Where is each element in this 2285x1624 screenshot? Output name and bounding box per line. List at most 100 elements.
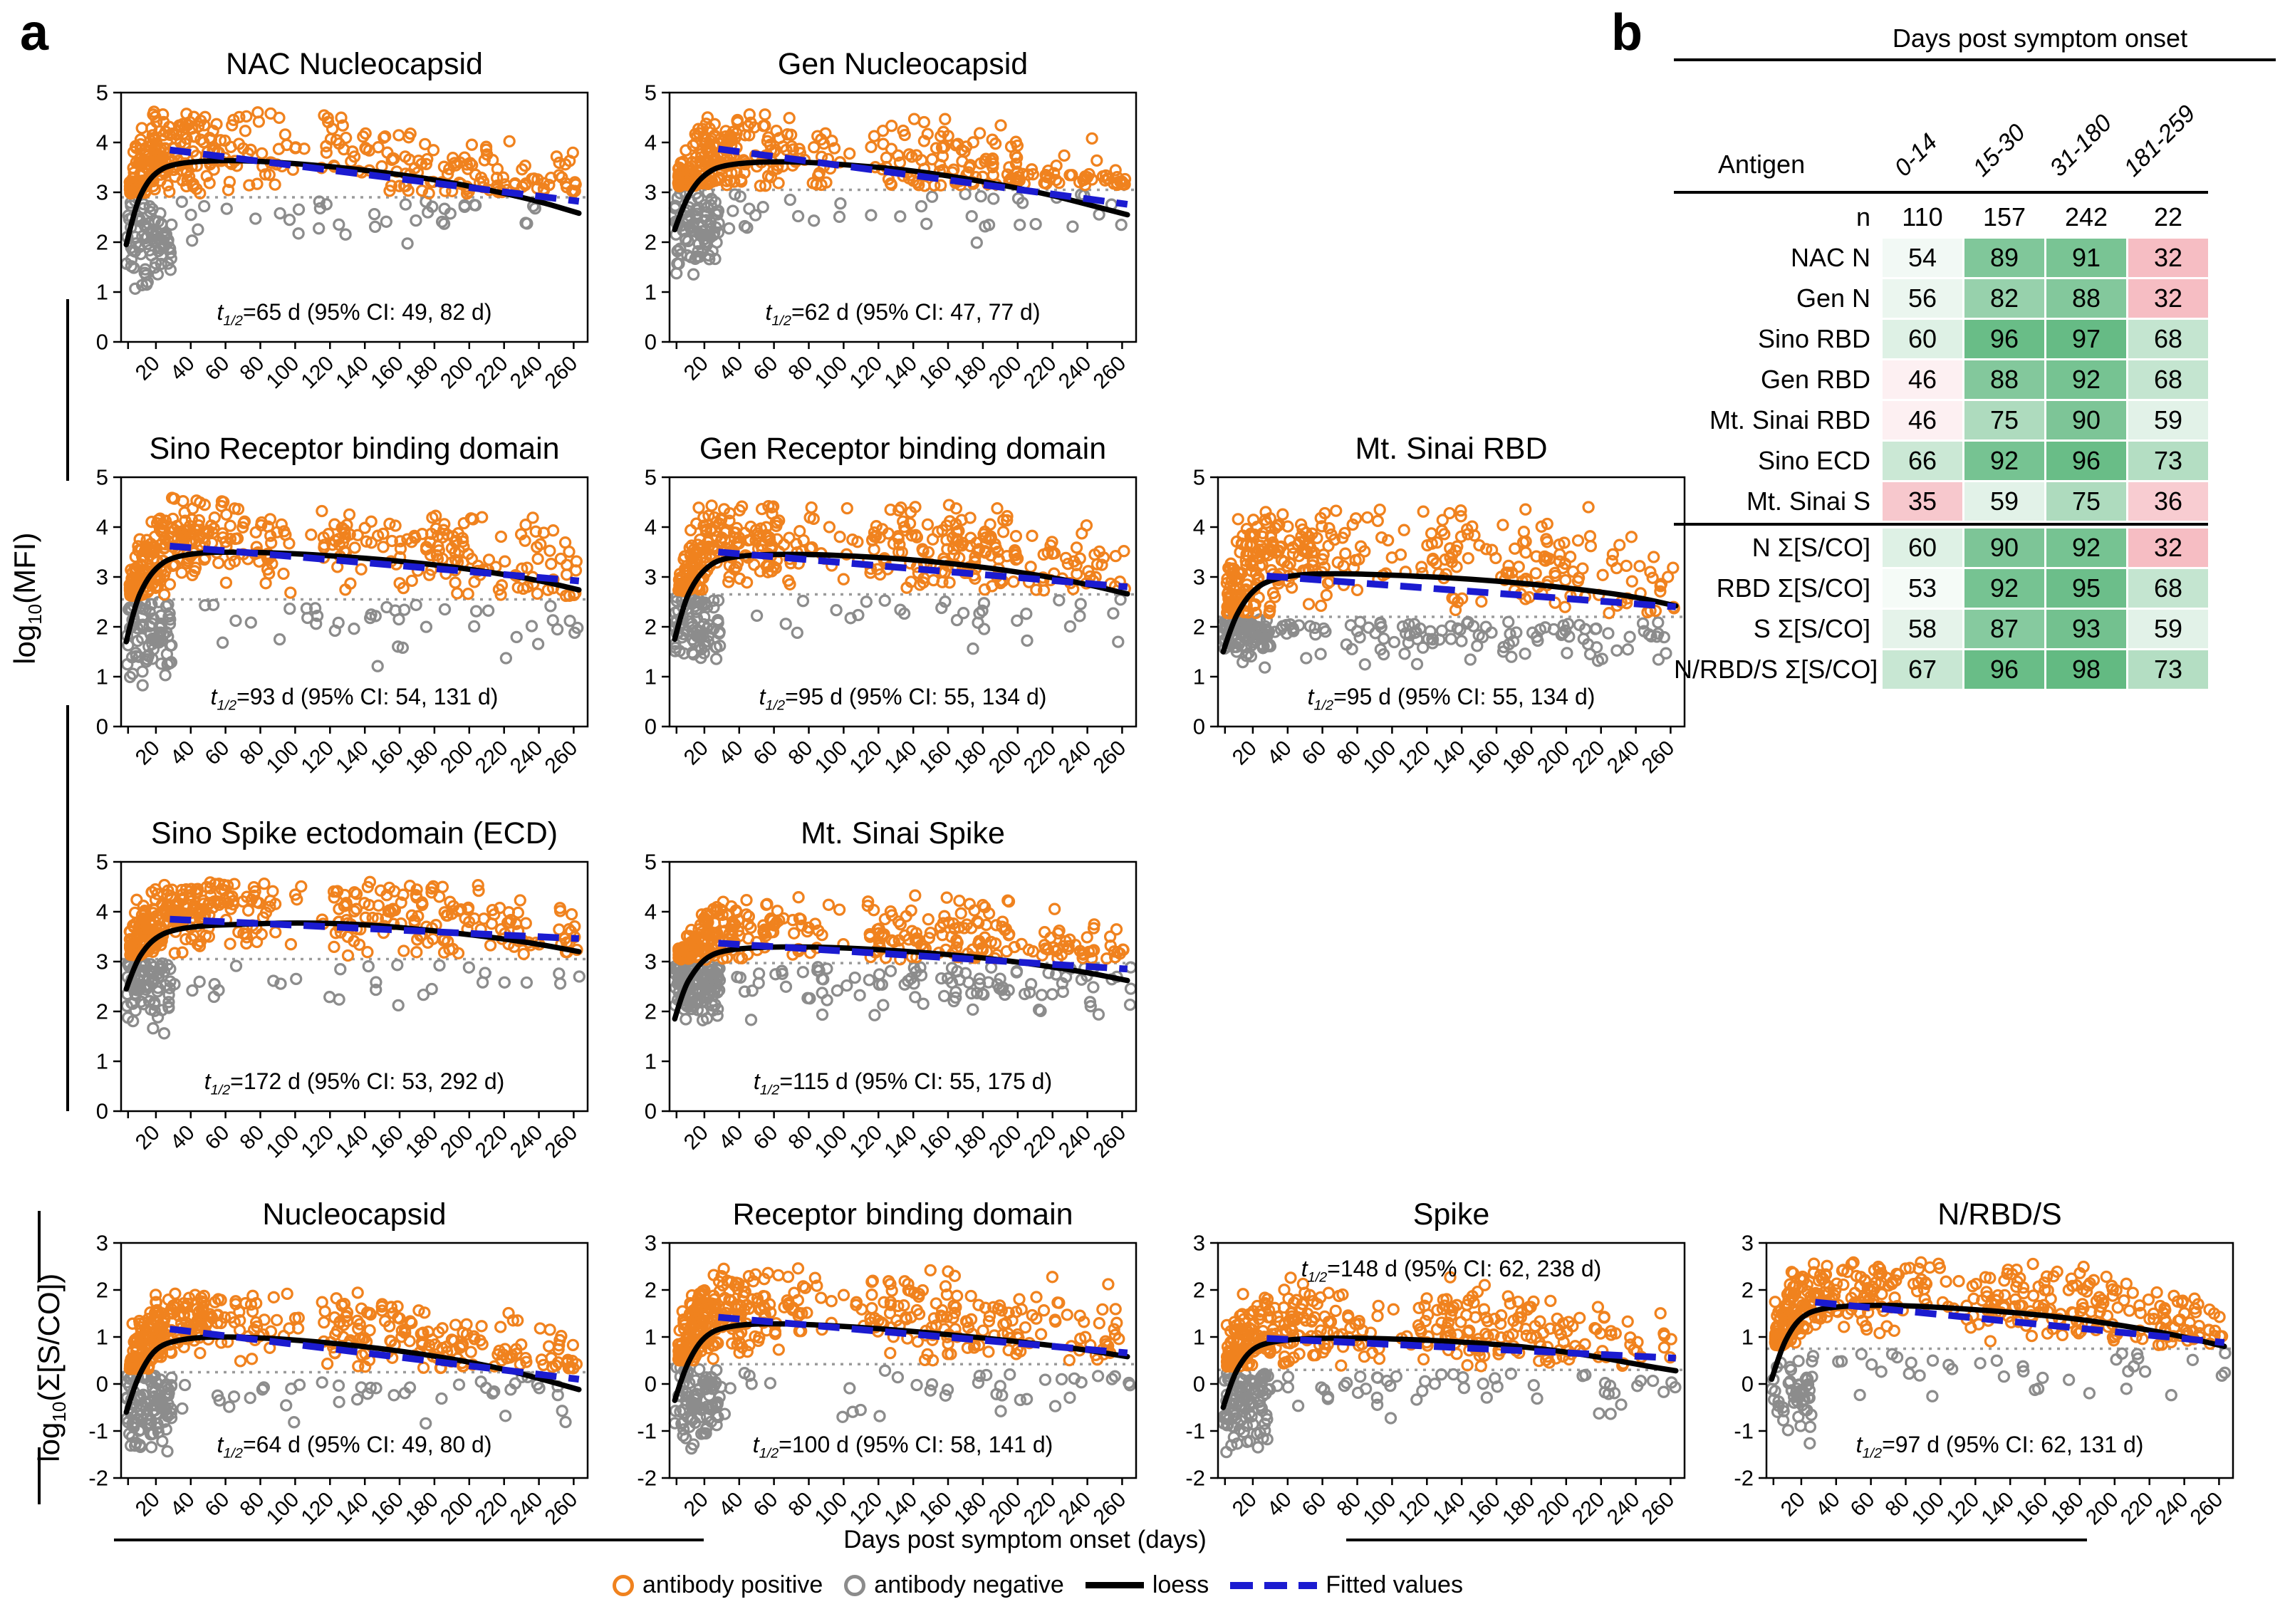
table-cell: 92 — [1964, 442, 2044, 480]
table-row-label: S Σ[S/CO] — [1753, 614, 1870, 643]
x-axis-rule-left — [114, 1539, 704, 1541]
plot-title: N/RBD/S — [1937, 1197, 2062, 1232]
svg-text:0: 0 — [96, 330, 108, 355]
table-body: n 110 157 242 22 NAC N 54 89 91 32 Gen N 56 82 88 32 Si… — [1674, 198, 2276, 689]
svg-text:3: 3 — [1193, 565, 1205, 590]
svg-text:20: 20 — [680, 1121, 713, 1155]
svg-text:140: 140 — [331, 352, 373, 394]
svg-text:240: 240 — [1054, 352, 1096, 394]
plot-nac-nucleocapsid: NAC Nucleocapsid 0 1 2 3 4 5 20 40 60 80 100 120 140… — [53, 44, 616, 417]
svg-text:80: 80 — [236, 1121, 269, 1155]
plot-title: Gen Receptor binding domain — [699, 432, 1107, 466]
ylabel-mfi-sub: 10 — [24, 603, 46, 625]
table-cell: 90 — [2046, 401, 2126, 439]
svg-text:160: 160 — [915, 736, 957, 779]
svg-text:120: 120 — [845, 1121, 888, 1163]
table-row: Gen N 56 82 88 32 — [1674, 279, 2276, 318]
table-cell: 36 — [2128, 482, 2208, 521]
svg-text:260: 260 — [1638, 736, 1680, 779]
plot-title: Spike — [1412, 1197, 1490, 1232]
table-cell: 97 — [2046, 320, 2126, 358]
table-cell: 32 — [2128, 239, 2208, 277]
sino-rbd-chart: 0 1 2 3 4 5 20 40 60 8010012014016018020022024026… — [96, 469, 589, 779]
table-cell: 35 — [1883, 482, 1962, 521]
table-rule-top — [1674, 58, 2276, 61]
y-axis-ticks: 0 1 2 3 4 5 — [96, 84, 121, 355]
table-cell: 60 — [1883, 529, 1962, 567]
svg-text:20: 20 — [1228, 736, 1261, 770]
col-header-181-259: 181-259 — [2118, 100, 2201, 182]
table-row: S Σ[S/CO] 58 87 93 59 — [1674, 610, 2276, 648]
sino-spike-ecd-chart: 0 1 2 3 4 5 20 40 60 8010012014016018020022024026… — [96, 853, 589, 1163]
table-cell: 60 — [1883, 320, 1962, 358]
table-row-label: RBD Σ[S/CO] — [1716, 573, 1870, 603]
svg-text:120: 120 — [297, 1121, 339, 1163]
svg-text:40: 40 — [714, 1121, 748, 1155]
halflife-annotation: t1/2=172 d (95% CI: 53, 292 d) — [204, 1068, 505, 1098]
y-axis-ticks: 0 1 2 3 4 5 — [96, 853, 121, 1124]
table-cell: 73 — [2128, 442, 2208, 480]
svg-text:4: 4 — [96, 900, 108, 925]
svg-text:4: 4 — [645, 130, 657, 155]
loess-curve — [1769, 1302, 2227, 1383]
svg-text:3: 3 — [96, 949, 108, 974]
fitted-line-icon — [1230, 1581, 1318, 1589]
halflife-annotation: t1/2=100 d (95% CI: 58, 141 d) — [752, 1432, 1053, 1462]
plot-nucleocapsid-sum: Nucleocapsid -2 -1 0 1 2 3 20 40 60 80 100 120 140 16… — [53, 1194, 616, 1553]
svg-text:220: 220 — [471, 1121, 513, 1163]
x-axis-label: Days post symptom onset (days) — [843, 1526, 1207, 1553]
fitted-values-line — [169, 146, 580, 205]
table-header: Days post symptom onset — [1892, 24, 2188, 53]
table-cell: 92 — [2046, 360, 2126, 399]
svg-text:200: 200 — [436, 352, 478, 394]
svg-text:2: 2 — [96, 615, 108, 640]
svg-text:240: 240 — [1603, 736, 1645, 779]
table-row-label: Gen RBD — [1760, 365, 1870, 394]
table-row: RBD Σ[S/CO] 53 92 95 68 — [1674, 569, 2276, 608]
svg-text:220: 220 — [471, 736, 513, 779]
svg-text:160: 160 — [1463, 736, 1505, 779]
svg-text:80: 80 — [236, 736, 269, 770]
svg-text:100: 100 — [262, 352, 304, 394]
svg-text:3: 3 — [645, 949, 657, 974]
table-cell: 88 — [2046, 279, 2126, 318]
table-row: Sino RBD 60 96 97 68 — [1674, 320, 2276, 358]
svg-text:-1: -1 — [88, 1419, 108, 1444]
table-row: N Σ[S/CO] 60 90 92 32 — [1674, 529, 2276, 567]
svg-text:80: 80 — [236, 352, 269, 385]
svg-text:180: 180 — [949, 352, 991, 394]
svg-text:220: 220 — [471, 1488, 513, 1530]
table-cell: 73 — [2128, 650, 2208, 689]
svg-text:60: 60 — [749, 352, 783, 385]
svg-text:20: 20 — [131, 352, 165, 385]
table-cell: 22 — [2153, 202, 2183, 231]
svg-text:3: 3 — [645, 565, 657, 590]
svg-text:0: 0 — [645, 330, 657, 355]
table-cell: 53 — [1883, 569, 1962, 608]
plot-title: Nucleocapsid — [262, 1197, 447, 1232]
svg-text:0: 0 — [96, 1099, 108, 1124]
legend-item-loess: loess — [1085, 1571, 1209, 1599]
y-axis-bracket-mfi-top — [66, 299, 69, 481]
table-cell: 75 — [2046, 482, 2126, 521]
plot-box — [120, 91, 589, 343]
svg-text:80: 80 — [784, 736, 818, 770]
scatter-antibody-negative — [669, 590, 1127, 665]
svg-text:1: 1 — [96, 1325, 108, 1350]
svg-text:120: 120 — [1394, 736, 1436, 779]
table-row: n 110 157 242 22 — [1674, 198, 2276, 236]
svg-text:240: 240 — [1054, 1121, 1096, 1163]
svg-text:60: 60 — [201, 1121, 234, 1155]
scatter-antibody-negative — [120, 595, 584, 692]
fitted-values-line — [1814, 1298, 2225, 1346]
col-header-31-180: 31-180 — [2044, 109, 2118, 182]
svg-text:260: 260 — [541, 736, 583, 779]
mt-sinai-rbd-chart: 0 1 2 3 4 5 20 40 60 8010012014016018020022024026… — [1193, 469, 1686, 779]
svg-text:180: 180 — [401, 736, 443, 779]
